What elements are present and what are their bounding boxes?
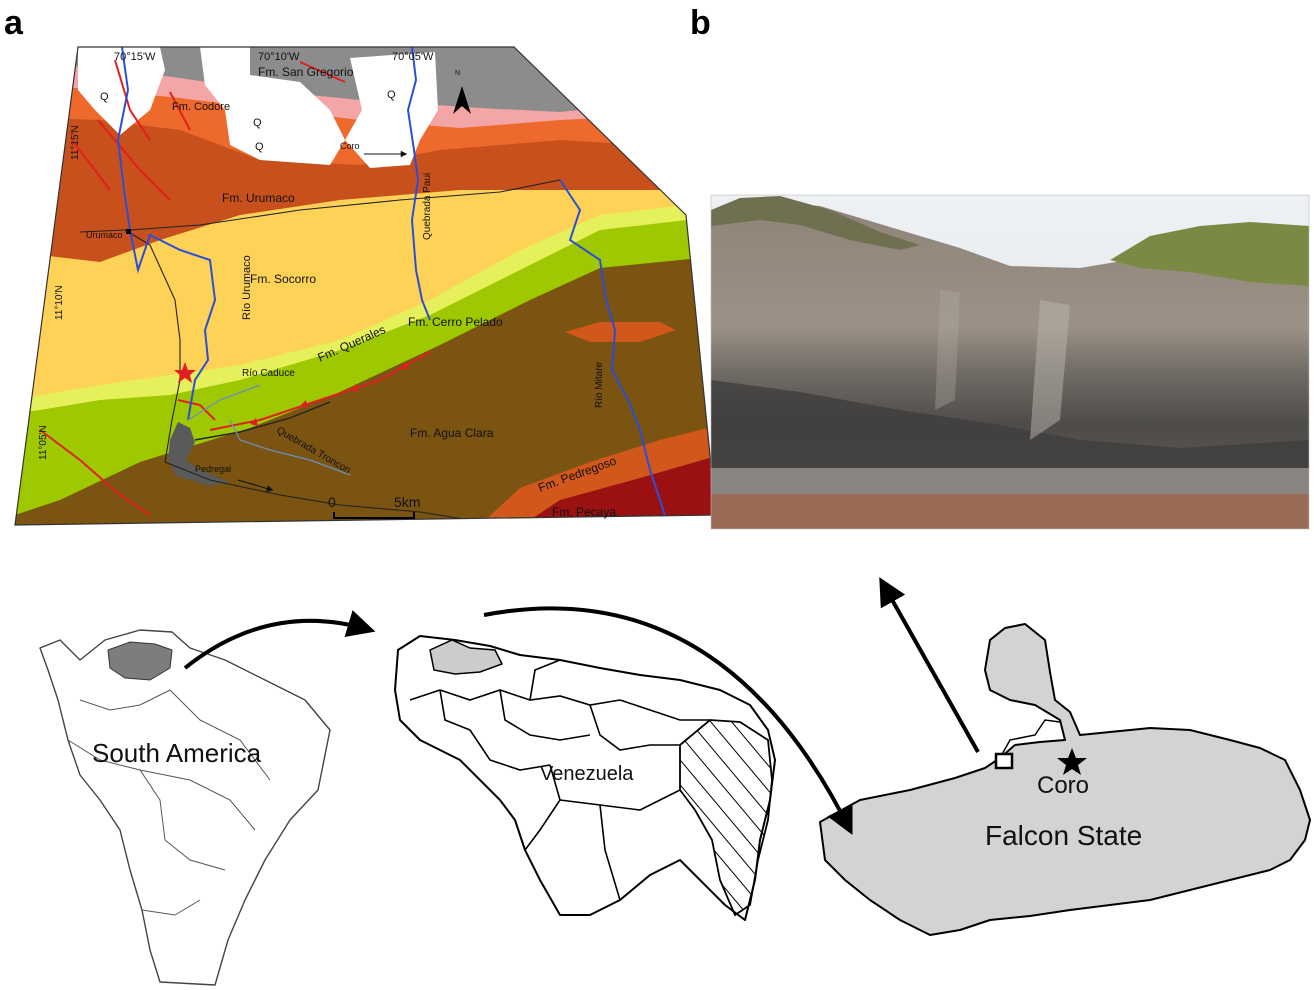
quaternary-patch-center (200, 47, 345, 165)
urumaco-town-marker (126, 229, 131, 234)
label-fm-pecaya: Fm. Pecaya (552, 505, 616, 519)
label-q-3: Q (255, 141, 264, 153)
label-coro: Coro (340, 141, 360, 151)
label-q-4: Q (387, 89, 396, 101)
geological-map: 70°15'W 70°10'W 70°05'W 11°15'N 11°10'N … (14, 46, 717, 526)
lon-label-1: 70°15'W (114, 51, 156, 63)
label-fm-socorro: Fm. Socorro (250, 272, 316, 286)
falcon-state-shaded (429, 639, 504, 675)
label-q-1: Q (100, 91, 109, 103)
scale-label-length: 5km (394, 494, 420, 510)
venezuela-highlight-sa (107, 641, 173, 681)
label-coro-city: Coro (1037, 772, 1089, 799)
quaternary-patch-west (78, 47, 165, 135)
arrow-sa-to-venezuela (183, 610, 376, 670)
label-quebrada-paui: Quebrada Paui (422, 173, 433, 240)
north-label: N (455, 70, 460, 77)
study-site-star (174, 362, 196, 383)
panel-letter-b: b (690, 4, 711, 42)
pedregal-direction-arrow (237, 479, 274, 492)
south-america-outline: South America (39, 629, 331, 986)
lon-label-3: 70°05'W (392, 51, 434, 63)
map-frame (14, 46, 717, 526)
label-pedregal: Pedregal (195, 464, 231, 474)
thrust-teeth (250, 362, 408, 426)
label-fm-san-gregorio: Fm. San Gregorio (258, 65, 354, 79)
tributaries (187, 384, 351, 476)
lon-label-2: 70°10'W (258, 51, 300, 63)
label-urumaco-town: Urumaco (86, 230, 123, 240)
venezuela-map: Venezuela (394, 635, 776, 921)
lat-label-3: 11°05'N (38, 425, 49, 460)
rivers (116, 47, 669, 525)
label-q-2: Q (253, 117, 262, 129)
fm-pedregoso-lens (565, 322, 676, 342)
label-rio-urumaco: Río Urumaco (241, 255, 253, 320)
fold-axis (194, 401, 331, 441)
lat-label-2: 11°10'N (54, 285, 65, 320)
label-falcon-state: Falcon State (985, 820, 1142, 851)
roads (79, 179, 561, 521)
pedregal-body (168, 422, 230, 486)
north-arrow-icon (453, 86, 471, 114)
arrow-site-to-photo (879, 577, 980, 753)
faults (39, 59, 431, 516)
coro-star-icon (1057, 748, 1087, 775)
lat-label-1: 11°15'N (70, 125, 81, 160)
study-site-square (994, 752, 1014, 770)
scale-label-zero: 0 (328, 494, 336, 510)
label-venezuela: Venezuela (540, 763, 634, 785)
label-south-america: South America (92, 738, 262, 768)
arrow-venezuela-to-falcon (483, 606, 853, 836)
label-fm-agua-clara: Fm. Agua Clara (410, 426, 494, 440)
falcon-state-map: Coro Falcon State (819, 623, 1311, 936)
label-rio-mitare: Río Mitare (594, 361, 605, 408)
outcrop-photo (710, 194, 1310, 530)
label-rio-caduce: Río Caduce (242, 368, 295, 379)
panel-letter-a: a (4, 4, 24, 42)
scale-bar (333, 512, 415, 519)
label-fm-urumaco: Fm. Urumaco (222, 191, 295, 205)
label-fm-cerro-pelado: Fm. Cerro Pelado (408, 315, 503, 329)
label-fm-codore: Fm. Codore (172, 101, 230, 113)
hatched-region (679, 719, 773, 917)
